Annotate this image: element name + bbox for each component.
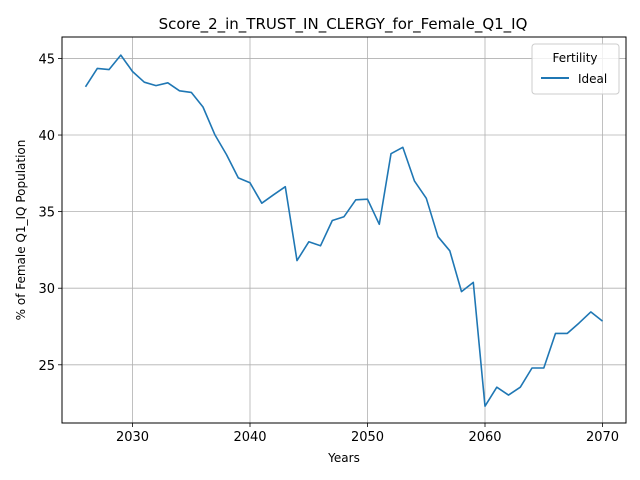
chart-title: Score_2_in_TRUST_IN_CLERGY_for_Female_Q1…	[159, 15, 528, 34]
y-tick-label: 35	[38, 206, 55, 221]
series-line-ideal	[84, 54, 603, 408]
x-axis-ticks: 2030 2040 2050 2060 2070	[116, 423, 619, 445]
y-axis-ticks: 25 30 35 40 45	[38, 52, 62, 374]
plot-area-frame	[61, 36, 627, 424]
y-tick-label: 30	[38, 282, 55, 297]
y-tick-label: 25	[38, 359, 55, 374]
legend-title: Fertility	[552, 51, 597, 65]
x-axis-label: Years	[327, 451, 360, 465]
x-tick-label: 2030	[116, 430, 149, 445]
legend-label-ideal: Ideal	[578, 72, 607, 86]
y-axis-label: % of Female Q1_IQ Population	[14, 140, 28, 321]
y-tick-label: 45	[38, 52, 55, 67]
x-tick-label: 2060	[468, 430, 501, 445]
legend: Fertility Ideal	[531, 43, 620, 95]
y-tick-label: 40	[38, 129, 55, 144]
legend-box	[531, 43, 620, 95]
x-tick-label: 2050	[351, 430, 384, 445]
x-tick-label: 2040	[233, 430, 266, 445]
series-group	[84, 54, 603, 408]
x-tick-label: 2070	[586, 430, 619, 445]
